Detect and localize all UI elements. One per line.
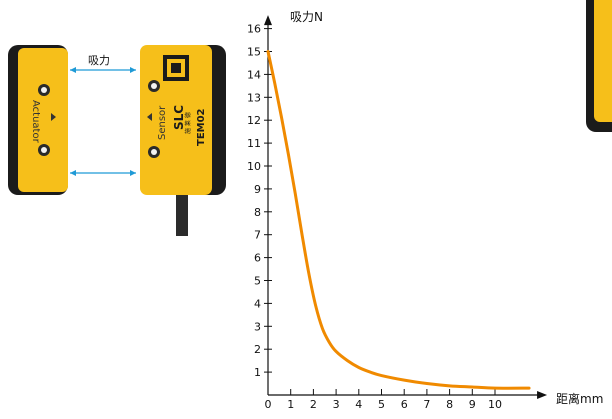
y-tick-label: 8 [254,206,261,219]
sensor-illustration: Actuator 吸力 Sensor SLC 施 [8,45,226,236]
partial-housing [594,0,612,122]
chart-axes [264,15,548,399]
actuator-label: Actuator [30,100,41,144]
chart-series [266,50,531,390]
x-tick-label: 2 [310,398,317,411]
qr-code-center-icon [171,63,181,73]
x-tick-label: 8 [446,398,453,411]
y-tick-label: 1 [254,366,261,379]
force-arrow-bottom-right-head-icon [130,170,136,176]
y-tick-label: 10 [247,160,261,173]
y-tick-label: 4 [254,297,261,310]
force-arrow-label: 吸力 [88,54,110,67]
x-axis-ticks: 0 1 2 3 4 5 6 7 8 9 10 [265,389,502,411]
actuator-housing [18,48,68,192]
actuator-screw-top-inner-icon [41,87,47,93]
y-tick-label: 14 [247,68,261,81]
x-tick-label: 9 [469,398,476,411]
y-tick-label: 12 [247,114,261,127]
x-tick-label: 3 [333,398,340,411]
force-arrow-top-left-head-icon [70,67,76,73]
x-tick-label: 7 [423,398,430,411]
brand-sub-label: 施 莱 德 [184,112,192,134]
force-arrows: 吸力 [70,54,136,176]
actuator-block: Actuator [8,45,68,195]
actuator-screw-bottom-inner-icon [41,147,47,153]
y-tick-label: 7 [254,229,261,242]
partial-product-block [586,0,612,132]
brand-label: SLC [172,105,186,130]
sensor-cable [176,192,188,236]
x-axis-arrow-icon [537,391,548,399]
sensor-screw-bottom-inner-icon [151,149,157,155]
force-arrow-top-right-head-icon [130,67,136,73]
y-tick-label: 11 [247,137,261,150]
actuator-pointer-icon [51,113,56,121]
sensor-block: Sensor SLC 施 莱 德 TEM02 [140,45,226,236]
y-tick-label: 13 [247,91,261,104]
x-tick-label: 4 [355,398,362,411]
sensor-screw-top-inner-icon [151,83,157,89]
series-line [266,50,531,390]
y-tick-label: 6 [254,252,261,265]
y-tick-label: 3 [254,320,261,333]
sensor-label: Sensor [157,105,168,140]
x-axis-label: 距离mm [556,392,604,406]
x-tick-label: 10 [488,398,502,411]
y-tick-label: 16 [247,23,261,36]
y-tick-label: 15 [247,46,261,59]
sensor-pointer-icon [147,113,152,121]
x-tick-label: 0 [265,398,272,411]
y-axis-label: 吸力N [290,10,323,24]
x-tick-label: 5 [378,398,385,411]
y-tick-label: 2 [254,343,261,356]
force-arrow-bottom-left-head-icon [70,170,76,176]
y-tick-label: 5 [254,275,261,288]
x-tick-label: 6 [401,398,408,411]
y-tick-label: 9 [254,183,261,196]
model-label: TEM02 [196,108,207,146]
x-tick-label: 1 [287,398,294,411]
y-axis-arrow-icon [264,15,272,26]
